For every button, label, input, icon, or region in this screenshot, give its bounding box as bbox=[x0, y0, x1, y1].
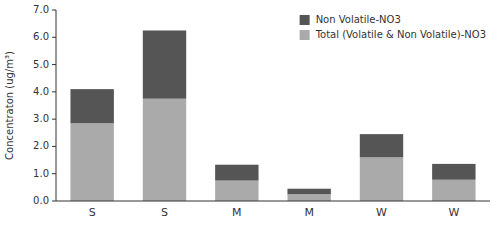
bar bbox=[70, 89, 113, 123]
y-tick-label: 7.0 bbox=[33, 4, 49, 15]
bar bbox=[287, 189, 330, 194]
x-tick-label: S bbox=[161, 206, 168, 219]
y-tick bbox=[52, 37, 56, 38]
x-tick-label: W bbox=[376, 206, 387, 219]
x-tick-label: M bbox=[304, 206, 314, 219]
y-tick-label: 0.0 bbox=[33, 195, 49, 206]
y-tick-label: 3.0 bbox=[33, 113, 49, 124]
legend-label: Total (Volatile & Non Volatile)-NO3 bbox=[315, 29, 486, 40]
y-tick bbox=[52, 10, 56, 11]
bar bbox=[360, 157, 403, 201]
legend-swatch bbox=[300, 15, 310, 25]
legend-label: Non Volatile-NO3 bbox=[316, 14, 401, 25]
bar bbox=[360, 134, 403, 157]
y-tick-label: 1.0 bbox=[33, 168, 49, 179]
y-tick-label: 6.0 bbox=[33, 31, 49, 42]
y-tick-label: 4.0 bbox=[33, 86, 49, 97]
bar bbox=[143, 99, 186, 201]
x-tick-label: W bbox=[448, 206, 459, 219]
y-tick-label: 5.0 bbox=[33, 59, 49, 70]
bar bbox=[70, 123, 113, 201]
y-tick bbox=[52, 64, 56, 65]
y-tick-label: 2.0 bbox=[33, 140, 49, 151]
y-tick bbox=[52, 201, 56, 202]
y-axis bbox=[56, 10, 57, 201]
bars bbox=[70, 30, 475, 201]
bar bbox=[432, 164, 475, 180]
bar bbox=[432, 180, 475, 201]
x-tick-label: S bbox=[89, 206, 96, 219]
y-tick bbox=[52, 91, 56, 92]
legend-swatch bbox=[300, 30, 310, 40]
y-tick bbox=[52, 146, 56, 147]
chart: 0.0 1.0 2.0 3.0 4.0 5.0 6.0 7.0 S S M M W W Concentrat… bbox=[0, 0, 500, 225]
bar bbox=[143, 30, 186, 98]
y-axis-label: Concentraton (ug/m³) bbox=[4, 51, 15, 160]
x-axis bbox=[56, 201, 490, 202]
y-tick bbox=[52, 119, 56, 120]
legend: Non Volatile-NO3 Total (Volatile & Non Vo… bbox=[300, 14, 486, 40]
bar bbox=[215, 165, 258, 181]
bar bbox=[287, 194, 330, 201]
y-tick bbox=[52, 173, 56, 174]
bar bbox=[215, 181, 258, 201]
x-tick-label: M bbox=[232, 206, 242, 219]
